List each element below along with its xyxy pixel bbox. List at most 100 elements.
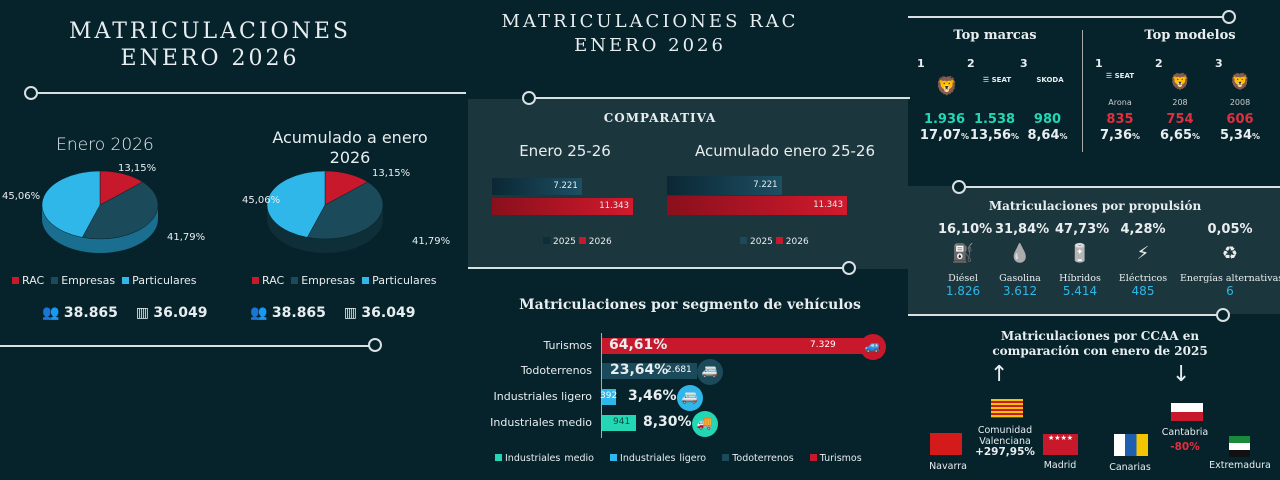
- rank: 2: [1155, 57, 1163, 70]
- label-empresas: 41,79%: [167, 232, 206, 243]
- segment-value: 2.681: [666, 365, 692, 375]
- label-particulares: 45,06%: [2, 191, 41, 202]
- segment-title: Matriculaciones por segmento de vehículo…: [519, 297, 861, 313]
- pct-sign: %: [1011, 132, 1020, 141]
- label-particulares: 45,06%: [242, 195, 281, 206]
- brand-logo-icon: 🦁: [1170, 72, 1190, 91]
- people-icon: 👥: [250, 305, 268, 321]
- legend-2025: 2025: [553, 237, 576, 247]
- propulsion-label: Energías alternativas: [1180, 273, 1280, 284]
- building-total: 36.049: [361, 305, 416, 321]
- brand-pct: 8,64%: [1020, 128, 1075, 143]
- pct-value: 17,07: [919, 128, 962, 143]
- bar-2025: 7.221: [492, 178, 582, 195]
- pie-side: [267, 205, 383, 253]
- model-units: 606: [1226, 112, 1254, 127]
- page-title: MATRICULACIONES ENERO 2026: [0, 18, 420, 72]
- legend-empresas: Empresas: [61, 274, 116, 287]
- brand-logo-icon: 🦁: [935, 76, 959, 97]
- pie-slice-particulares: [41, 170, 101, 238]
- vehicle-icon: 🚚: [692, 411, 718, 437]
- divider: [908, 16, 1226, 18]
- legend-2025: 2025: [750, 237, 773, 247]
- propulsion-panel: [908, 186, 1280, 314]
- rank: 1: [917, 57, 925, 70]
- ccaa-title: Matriculaciones por CCAA en comparación c…: [960, 329, 1240, 359]
- pct-value: 6,65: [1159, 128, 1193, 143]
- segment-label: Industriales ligero: [493, 390, 592, 403]
- propulsion-units: 5.414: [1062, 284, 1098, 298]
- legend-2026: 2026: [785, 237, 809, 247]
- segment-label: Turismos: [543, 339, 592, 352]
- divider: [36, 92, 466, 94]
- divider-vertical: [1082, 30, 1083, 152]
- ccaa-value: -80%: [1170, 441, 1200, 453]
- segment-value: 941: [613, 417, 631, 427]
- segment-label: Industriales medio: [490, 416, 592, 429]
- ccaa-canarias: Canarias: [1109, 462, 1151, 473]
- propulsion-pct: 47,73%: [1055, 222, 1110, 237]
- legend-empresas: Empresas: [301, 274, 356, 287]
- propulsion-label: Híbridos: [1059, 273, 1101, 284]
- pct-value: 5,34: [1219, 128, 1253, 143]
- vehicle-icon: 🚐: [677, 385, 703, 411]
- legend-particulares: Particulares: [132, 274, 197, 287]
- propulsion-pct: 4,28%: [1120, 222, 1166, 237]
- pct-sign: %: [1192, 132, 1201, 141]
- segment-percent: 8,30%: [643, 414, 692, 430]
- flag-madrid: ★★★★: [1043, 434, 1078, 455]
- pct-sign: %: [1252, 132, 1261, 141]
- divider-dot: [1222, 10, 1236, 24]
- propulsion-label: Diésel: [948, 273, 978, 284]
- propulsion-item: 4,28% ⚡ Eléctricos 485: [1118, 222, 1168, 298]
- bar-2025: 7.221: [667, 176, 782, 195]
- pct-value: 13,56: [969, 128, 1012, 143]
- rank: 2: [967, 57, 975, 70]
- brand-logo-icon: 🦁: [1230, 72, 1250, 91]
- propulsion-title: Matriculaciones por propulsión: [988, 199, 1202, 213]
- legend-item: Industriales ligero: [620, 453, 707, 464]
- legend-item: Turismos: [819, 453, 862, 464]
- vehicle-icon: 🚙: [860, 334, 886, 360]
- ccaa-cantabria: Cantabria -80%: [1150, 426, 1220, 454]
- model-units: 835: [1106, 112, 1134, 127]
- pct-value: 7,36: [1099, 128, 1133, 143]
- pie-title: Enero 2026: [56, 135, 154, 155]
- pie-slice-particulares: [266, 170, 326, 238]
- title-line: ENERO 2026: [120, 46, 300, 71]
- pie-slice-empresas: [81, 181, 159, 240]
- ccaa-navarra: Navarra: [929, 461, 967, 472]
- title-line: MATRICULACIONES: [69, 19, 351, 44]
- brand-logo-icon: ☰ SEAT: [1105, 72, 1135, 80]
- divider-dot: [368, 338, 382, 352]
- divider-dot: [952, 180, 966, 194]
- propulsion-item: 31,84% 💧 Gasolina 3.612: [995, 222, 1049, 298]
- divider: [908, 314, 1218, 316]
- pie-title: Acumulado a enero 2026: [272, 128, 428, 167]
- flag-cantabria: [1171, 403, 1203, 421]
- title-line: ENERO 2026: [574, 35, 726, 56]
- building-icon: ▥: [343, 305, 357, 321]
- charging-station-icon: ⚡: [1136, 243, 1150, 264]
- propulsion-pct: 16,10%: [938, 222, 993, 237]
- rank: 3: [1215, 57, 1223, 70]
- diesel-can-icon: ⛽: [951, 243, 975, 264]
- totals: 👥 38.865 ▥ 36.049: [42, 305, 207, 321]
- model-pct: 6,65%: [1155, 128, 1205, 143]
- people-total: 38.865: [63, 305, 118, 321]
- ccaa-valenciana: Comunidad Valenciana +297,95%: [960, 425, 1050, 458]
- propulsion-label: Eléctricos: [1118, 273, 1168, 284]
- title-line: MATRICULACIONES RAC: [501, 11, 799, 32]
- model-name: Arona: [1108, 98, 1132, 107]
- segment-percent: 23,64%: [610, 362, 669, 378]
- pie-legend: RAC Empresas Particulares: [252, 274, 437, 287]
- brand-logo-icon: SKODA: [1036, 76, 1064, 84]
- propulsion-item: 16,10% ⛽ Diésel 1.826: [938, 222, 993, 298]
- pct-sign: %: [1059, 132, 1068, 141]
- segment-percent: 64,61%: [609, 337, 668, 353]
- label-rac: 13,15%: [372, 168, 411, 179]
- totals: 👥 38.865 ▥ 36.049: [250, 305, 415, 321]
- propulsion-item: 0,05% ♻ Energías alternativas 6: [1180, 222, 1280, 298]
- model-name: 208: [1172, 98, 1188, 107]
- ccaa-name: Cantabria: [1161, 427, 1209, 438]
